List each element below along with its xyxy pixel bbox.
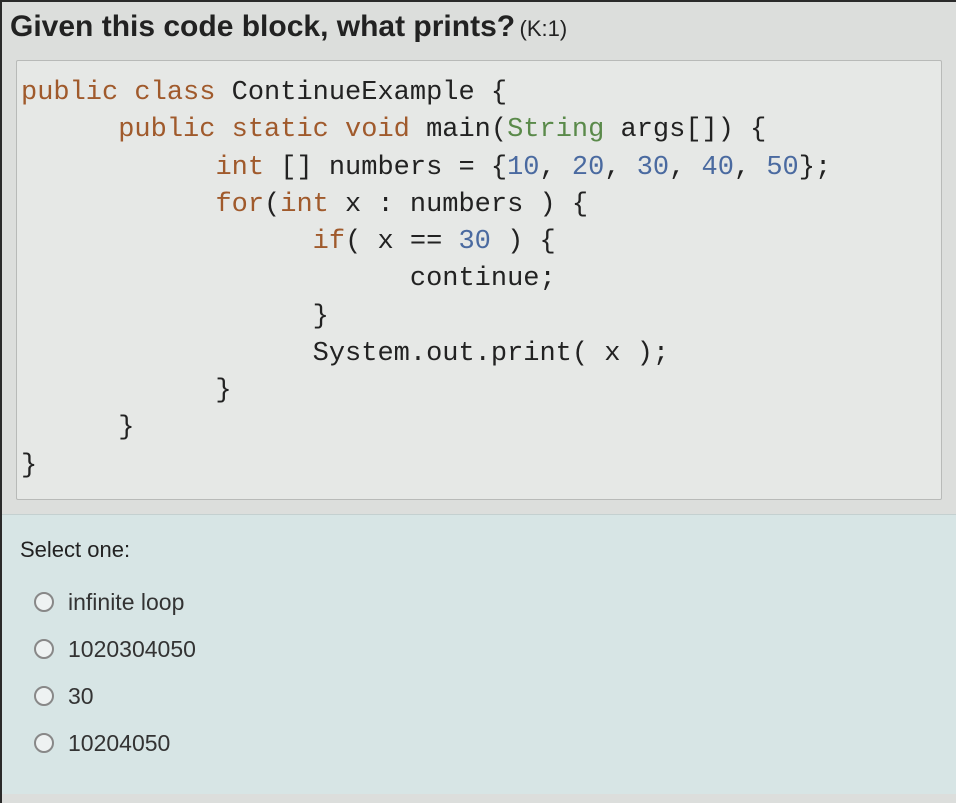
code-token: public static void bbox=[118, 115, 410, 145]
code-token: 30 bbox=[458, 227, 490, 257]
code-token: ContinueExample { bbox=[215, 78, 507, 108]
code-token: System.out.print( x ); bbox=[21, 339, 669, 369]
code-token: [] numbers = { bbox=[264, 153, 507, 183]
code-token: ) { bbox=[491, 227, 556, 257]
code-token: 30 bbox=[637, 153, 669, 183]
option-label: 10204050 bbox=[68, 730, 170, 757]
option-label: 30 bbox=[68, 683, 94, 710]
code-token: 20 bbox=[572, 153, 604, 183]
code-token: main( bbox=[410, 115, 507, 145]
code-token bbox=[21, 190, 215, 220]
option-row[interactable]: 1020304050 bbox=[20, 626, 938, 673]
code-token: ( x == bbox=[345, 227, 458, 257]
option-label: 1020304050 bbox=[68, 636, 196, 663]
code-token: 10 bbox=[507, 153, 539, 183]
code-token: if bbox=[313, 227, 345, 257]
option-row[interactable]: infinite loop bbox=[20, 579, 938, 626]
code-token: public class bbox=[21, 78, 215, 108]
code-token: continue; bbox=[21, 264, 556, 294]
question-header: Given this code block, what prints? (K:1… bbox=[2, 2, 956, 54]
code-token: , bbox=[540, 153, 572, 183]
code-token bbox=[21, 153, 215, 183]
question-points: (K:1) bbox=[520, 16, 568, 41]
select-one-label: Select one: bbox=[20, 537, 938, 563]
code-token: , bbox=[734, 153, 766, 183]
code-token bbox=[21, 115, 118, 145]
code-token: , bbox=[604, 153, 636, 183]
radio-icon[interactable] bbox=[34, 639, 54, 659]
option-label: infinite loop bbox=[68, 589, 184, 616]
answer-area: Select one: infinite loop 1020304050 30 … bbox=[2, 514, 956, 794]
code-token: } bbox=[21, 376, 232, 406]
option-row[interactable]: 10204050 bbox=[20, 720, 938, 767]
code-token: } bbox=[21, 413, 134, 443]
code-token: for bbox=[215, 190, 264, 220]
option-row[interactable]: 30 bbox=[20, 673, 938, 720]
radio-icon[interactable] bbox=[34, 733, 54, 753]
code-token: String bbox=[507, 115, 604, 145]
code-token: ( bbox=[264, 190, 280, 220]
code-block: public class ContinueExample { public st… bbox=[16, 60, 942, 500]
code-token: args[]) { bbox=[604, 115, 766, 145]
code-token: 50 bbox=[766, 153, 798, 183]
code-token: }; bbox=[799, 153, 831, 183]
code-token: x : numbers ) { bbox=[329, 190, 588, 220]
code-token: } bbox=[21, 451, 37, 481]
radio-icon[interactable] bbox=[34, 686, 54, 706]
code-token: } bbox=[21, 302, 329, 332]
code-token bbox=[21, 227, 313, 257]
radio-icon[interactable] bbox=[34, 592, 54, 612]
quiz-card: Given this code block, what prints? (K:1… bbox=[0, 0, 956, 803]
question-title: Given this code block, what prints? bbox=[10, 10, 515, 43]
code-token: , bbox=[669, 153, 701, 183]
code-token: 40 bbox=[702, 153, 734, 183]
code-token: int bbox=[215, 153, 264, 183]
code-token: int bbox=[280, 190, 329, 220]
